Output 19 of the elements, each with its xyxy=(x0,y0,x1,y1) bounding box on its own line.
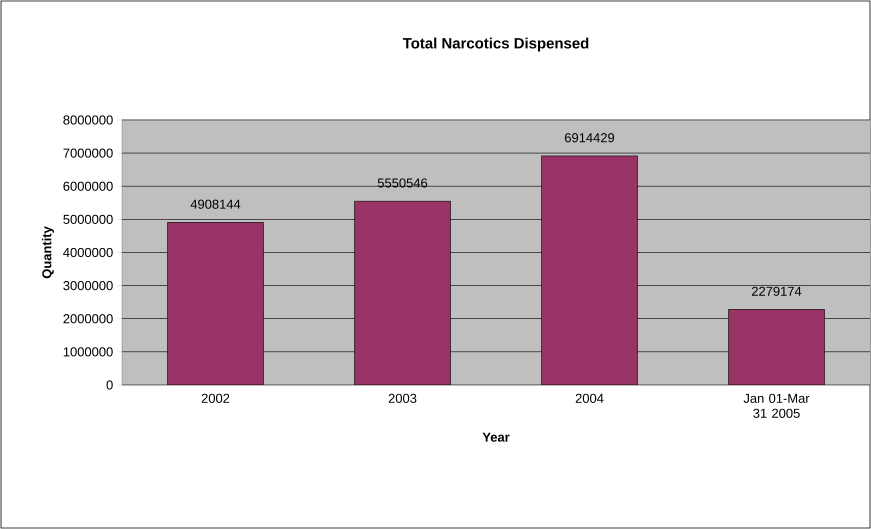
y-tick-label: 3000000 xyxy=(63,281,113,290)
y-tick-label: 6000000 xyxy=(63,182,113,191)
x-tick-label: 2004 xyxy=(576,394,604,403)
x-tick-label: 2003 xyxy=(388,394,416,403)
y-tick-label: 7000000 xyxy=(63,148,113,158)
y-tick-label: 2000000 xyxy=(63,314,113,324)
chart-title: Total Narcotics Dispensed xyxy=(402,38,588,52)
data-label: 4908144 xyxy=(190,200,240,209)
y-tick-label: 1000000 xyxy=(64,347,113,356)
y-tick-label: 5000000 xyxy=(63,214,113,224)
x-axis-title: Year xyxy=(482,432,510,442)
x-tick-label: Jan 01-Mar 31 2005 xyxy=(744,394,810,418)
y-axis-title: Quantity xyxy=(42,226,54,278)
data-label: 6914429 xyxy=(564,133,614,142)
y-tick-label: 4000000 xyxy=(63,248,113,258)
y-tick-label: 0 xyxy=(106,380,113,390)
x-tick-label: 2002 xyxy=(202,394,230,403)
data-label: 2279174 xyxy=(752,286,802,296)
y-tick-label: 8000000 xyxy=(63,115,113,125)
